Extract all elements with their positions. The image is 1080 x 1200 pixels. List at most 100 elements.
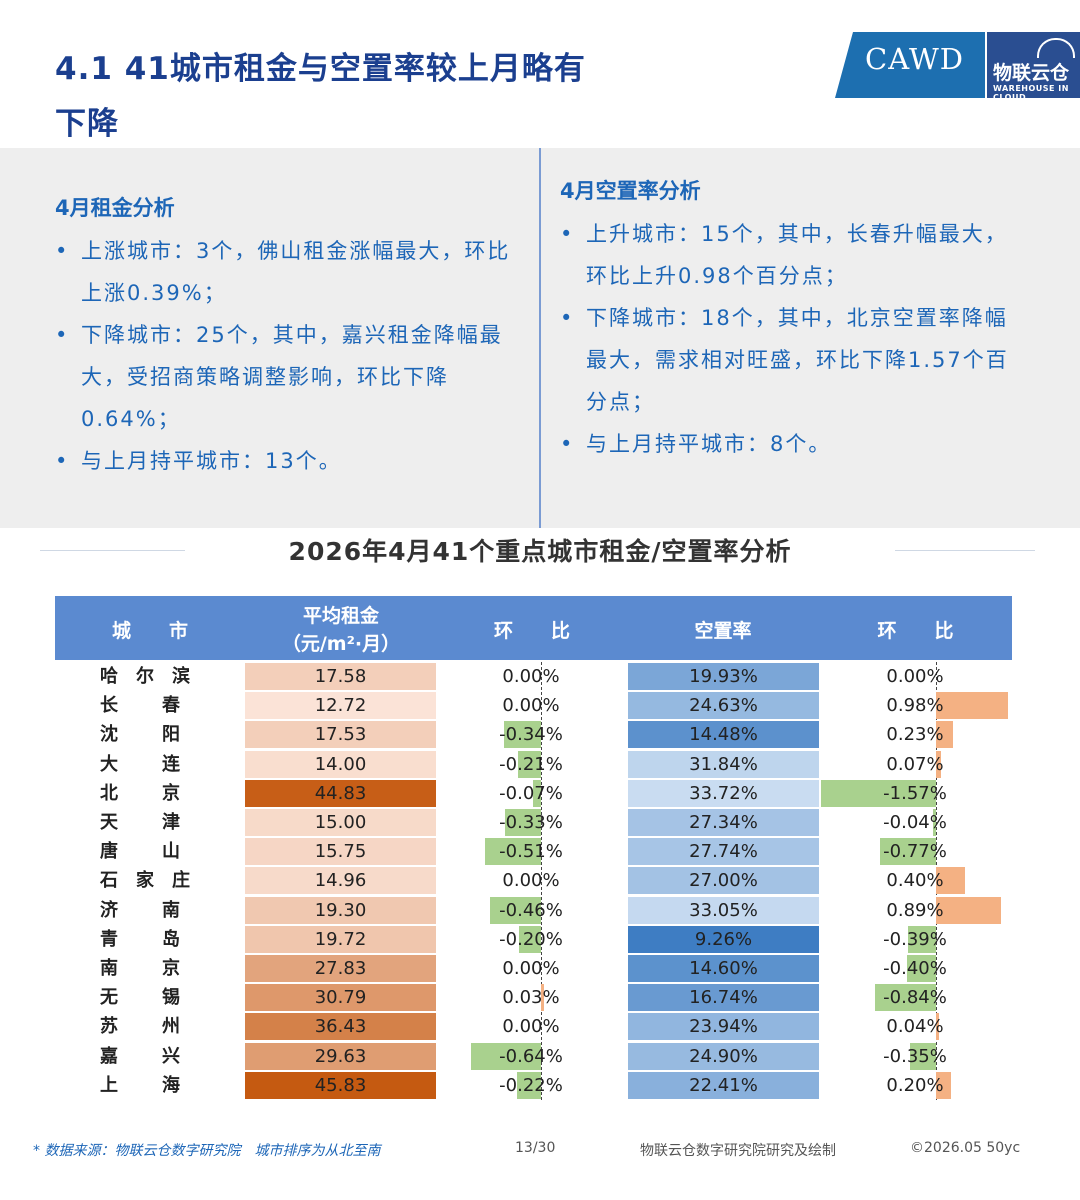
vacancy-cell-bg	[628, 1042, 819, 1070]
rent-mom-bar	[504, 809, 541, 836]
vacancy-mom-value: -0.84%	[883, 987, 947, 1009]
vacancy-mom-value: -0.04%	[883, 812, 947, 833]
rent-mom-value: -0.22%	[499, 1074, 563, 1096]
subtitle-rule-left	[40, 550, 185, 551]
vacancy-mom-value: 0.89%	[886, 899, 944, 921]
rent-cell-bg	[245, 955, 436, 982]
rent-value: 19.72	[314, 928, 367, 950]
warehouse-cloud-logo-cn: 物联云仓	[993, 62, 1070, 84]
cawd-logo-text: CAWD	[865, 42, 965, 76]
table-title: 2026年4月41个重点城市租金/空置率分析	[288, 537, 792, 566]
rent-value: 15.00	[314, 812, 367, 833]
rent-mom-bar	[541, 984, 545, 1012]
vacancy-cell-bg	[628, 925, 819, 953]
rent-value: 17.53	[314, 724, 367, 746]
cawd-logo: CAWD	[835, 32, 985, 98]
rent-mom-axis	[541, 662, 543, 1100]
rent-value: 44.83	[314, 782, 367, 804]
rent-value: 14.96	[314, 870, 367, 892]
vacancy-mom-bar	[821, 779, 936, 807]
rent-mom-value: 0.00%	[502, 958, 560, 979]
rent-mom-value: -0.46%	[499, 899, 563, 921]
city-name: 无锡	[100, 987, 224, 1009]
vacancy-mom-value: 0.04%	[886, 1016, 944, 1038]
rent-mom-bar	[490, 896, 541, 924]
header-rent-line2: （元/m²·月）	[281, 633, 401, 655]
rent-mom-value: 0.00%	[502, 1016, 560, 1038]
vacancy-value: 27.74%	[689, 841, 758, 863]
header-city: 城 市	[111, 620, 188, 642]
city-name: 天津	[100, 812, 224, 833]
vacancy-value: 9.26%	[694, 928, 753, 950]
rent-mom-value: 0.00%	[502, 695, 560, 717]
vacancy-mom-bar	[874, 984, 936, 1012]
vacancy-mom-value: 0.07%	[886, 753, 944, 775]
vacancy-mom-value: 0.23%	[886, 724, 944, 746]
vacancy-mom-value: -0.77%	[883, 841, 947, 863]
header-rent-mom: 环 比	[493, 620, 570, 642]
page-title-line1: 4.1 41城市租金与空置率较上月略有	[55, 51, 586, 87]
vacancy-mom-value: -0.35%	[883, 1045, 947, 1067]
vacancy-mom-bar	[936, 692, 1008, 720]
rent-value: 36.43	[314, 1016, 367, 1038]
vacancy-mom-value: -1.57%	[883, 782, 947, 804]
rent-mom-value: -0.20%	[499, 928, 563, 950]
vacancy-value: 16.74%	[689, 987, 758, 1009]
vacancy-cell-bg	[628, 838, 819, 866]
vacancy-value: 27.00%	[689, 870, 758, 892]
city-name: 北京	[100, 782, 224, 804]
rent-cell-bg	[245, 779, 436, 807]
rent-cell-bg	[245, 1013, 436, 1041]
city-name: 唐山	[100, 841, 224, 863]
subtitle-rule-right	[895, 550, 1035, 551]
city-name: 苏州	[100, 1016, 224, 1038]
city-name: 沈阳	[100, 724, 224, 746]
rent-analysis-item: 上涨城市：3个，佛山租金涨幅最大，环比上涨0.39%；	[55, 230, 525, 314]
rent-mom-bar	[516, 1071, 541, 1099]
rent-cell-bg	[245, 1042, 436, 1070]
header-rent: 平均租金 （元/m²·月）	[245, 602, 437, 658]
rent-analysis-item: 下降城市：25个，其中，嘉兴租金降幅最大，受招商策略调整影响，环比下降0.64%…	[55, 314, 525, 440]
rent-mom-value: -0.51%	[499, 841, 563, 863]
rent-value: 15.75	[314, 841, 367, 863]
vacancy-mom-bar	[907, 925, 936, 953]
city-name: 上海	[100, 1074, 224, 1096]
vacancy-value: 31.84%	[689, 753, 758, 775]
vacancy-cell-bg	[628, 721, 819, 749]
vacancy-analysis-item: 上升城市：15个，其中，长春升幅最大，环比上升0.98个百分点；	[560, 213, 1030, 297]
copyright-note: ©2026.05 50yc	[910, 1140, 1021, 1156]
vacancy-cell-bg	[628, 779, 819, 807]
rent-mom-bar	[533, 779, 541, 807]
rent-cell-bg	[245, 984, 436, 1012]
header-vacancy-mom: 环 比	[877, 620, 954, 642]
city-name: 南京	[100, 958, 224, 979]
vacancy-value: 33.05%	[689, 899, 758, 921]
rent-mom-bar	[484, 838, 541, 866]
vacancy-cell-bg	[628, 692, 819, 720]
vacancy-cell-bg	[628, 867, 819, 895]
rent-mom-bar	[519, 925, 541, 953]
vacancy-analysis-item: 与上月持平城市：8个。	[560, 423, 1030, 465]
brand-logo: CAWD 物联云仓 WAREHOUSE IN CLOUD	[835, 32, 1080, 102]
vacancy-cell-bg	[628, 750, 819, 778]
vacancy-mom-value: 0.20%	[886, 1074, 944, 1096]
rent-analysis-item: 与上月持平城市：13个。	[55, 440, 525, 482]
panel-divider	[539, 148, 541, 528]
vacancy-value: 22.41%	[689, 1074, 758, 1096]
vacancy-mom-bar	[936, 1071, 951, 1099]
rent-mom-bar	[517, 750, 541, 778]
vacancy-analysis-item: 下降城市：18个，其中，北京空置率降幅最大，需求相对旺盛，环比下降1.57个百分…	[560, 297, 1030, 423]
cloud-icon	[1037, 38, 1075, 58]
vacancy-mom-bar	[936, 750, 942, 778]
rent-value: 27.83	[314, 958, 367, 979]
vacancy-analysis: 4月空置率分析 上升城市：15个，其中，长春升幅最大，环比上升0.98个百分点；…	[560, 175, 1030, 465]
vacancy-cell-bg	[628, 1013, 819, 1041]
rent-cell-bg	[245, 838, 436, 866]
vacancy-mom-bar	[936, 1013, 939, 1041]
city-name: 哈尔滨	[100, 666, 208, 687]
city-name: 嘉兴	[100, 1045, 224, 1067]
vacancy-mom-value: 0.00%	[886, 666, 944, 687]
vacancy-mom-bar	[933, 809, 936, 836]
vacancy-cell-bg	[628, 1071, 819, 1099]
rent-analysis: 4月租金分析 上涨城市：3个，佛山租金涨幅最大，环比上涨0.39%； 下降城市：…	[55, 192, 525, 482]
